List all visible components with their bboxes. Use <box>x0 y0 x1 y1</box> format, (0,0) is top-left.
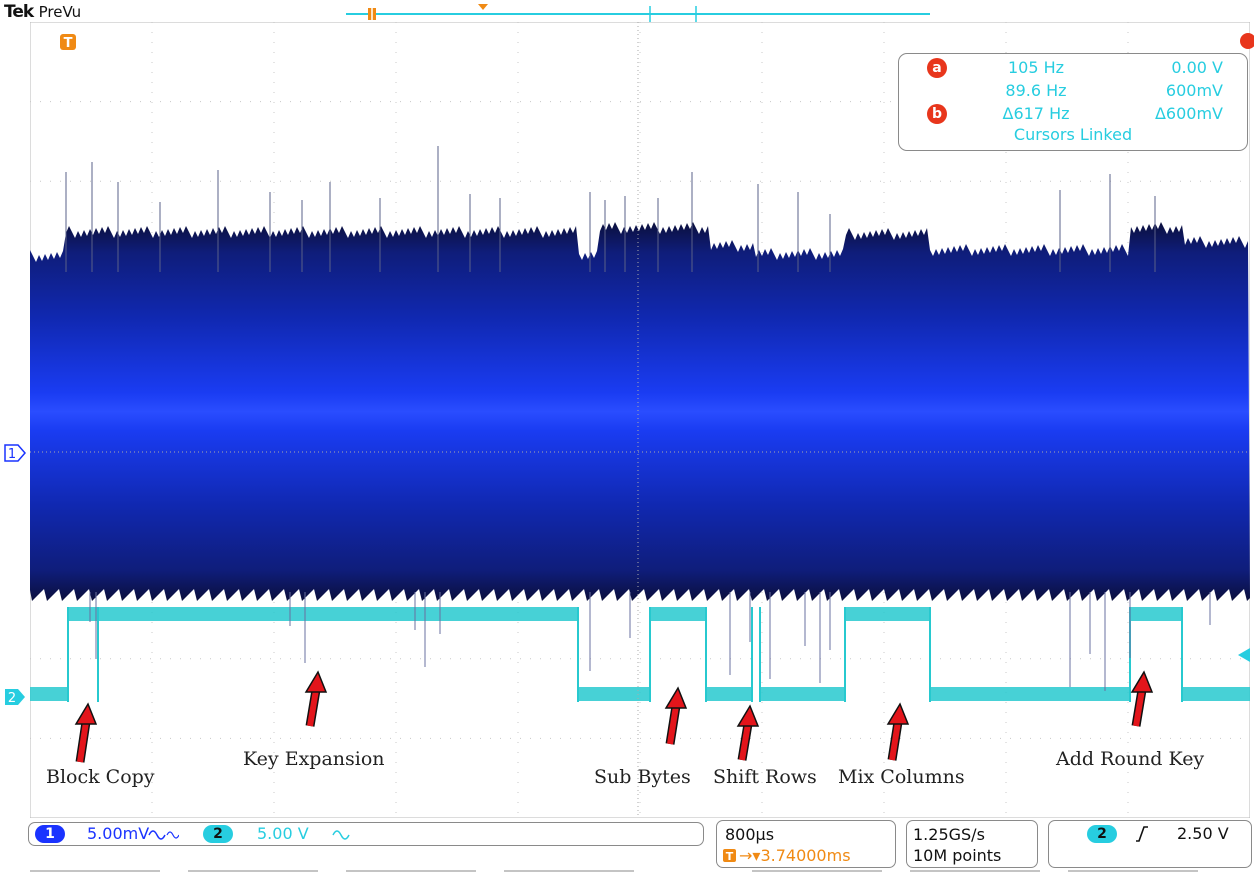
tab-divider <box>752 870 882 872</box>
ch2-marker-icon[interactable]: 2 <box>4 688 26 706</box>
cursors-linked-label: Cursors Linked <box>899 125 1247 144</box>
tab-divider <box>504 870 634 872</box>
ch1-marker-icon[interactable]: 1 <box>4 444 26 462</box>
record-view-bar[interactable] <box>340 0 940 22</box>
cursor-a-voltage: 0.00 V <box>1113 58 1223 77</box>
tab-divider <box>188 870 318 872</box>
rising-edge-icon <box>1135 825 1149 843</box>
tab-divider <box>910 870 1040 872</box>
channel-settings-box[interactable]: 1 5.00mV 2 5.00 V <box>28 822 704 846</box>
trigger-position-value: →▾3.74000ms <box>739 846 851 865</box>
cursor-a-badge[interactable]: a <box>927 58 947 78</box>
ch1-scale: 5.00mV <box>87 824 149 843</box>
tab-divider <box>1068 870 1198 872</box>
annotation-key-expansion: Key Expansion <box>243 748 385 770</box>
cursor-readout-panel[interactable]: a 105 Hz 0.00 V 89.6 Hz 600mV b Δ617 Hz … <box>898 53 1248 151</box>
annotation-shift-rows: Shift Rows <box>713 766 817 788</box>
cursor-b-badge[interactable]: b <box>927 104 947 124</box>
acquisition-box[interactable]: 1.25GS/s 10M points <box>906 820 1038 868</box>
top-bar: Tek PreVu <box>0 0 1258 22</box>
annotation-sub-bytes: Sub Bytes <box>594 766 691 788</box>
acquisition-mode: PreVu <box>39 3 82 21</box>
cursor-a-frequency: 105 Hz <box>971 58 1101 77</box>
trigger-position-icon: T <box>60 34 78 52</box>
trigger-level: 2.50 V <box>1177 824 1229 843</box>
cursor-b-voltage: 600mV <box>1113 81 1223 100</box>
cursor-delta-voltage: Δ600mV <box>1113 104 1223 123</box>
cursor-b-frequency: 89.6 Hz <box>971 81 1101 100</box>
annotation-mix-columns: Mix Columns <box>838 766 965 788</box>
cursor-delta-frequency: Δ617 Hz <box>971 104 1101 123</box>
trigger-box[interactable]: 2 2.50 V <box>1048 820 1252 868</box>
sample-rate: 1.25GS/s <box>913 825 985 844</box>
brand: Tek PreVu <box>4 2 81 22</box>
record-length: 10M points <box>913 846 1001 865</box>
annotation-add-round-key: Add Round Key <box>1056 748 1204 770</box>
timebase-box[interactable]: 800µs T →▾3.74000ms <box>716 820 896 868</box>
status-bar: 1 5.00mV 2 5.00 V 800µs T →▾3.74000ms 1.… <box>0 818 1258 874</box>
timebase-value: 800µs <box>725 825 774 844</box>
ch1-trace <box>30 222 1250 601</box>
svg-text:1: 1 <box>8 447 16 462</box>
svg-text:2: 2 <box>8 691 16 706</box>
trigger-level-icon <box>1236 648 1250 662</box>
svg-text:T: T <box>726 850 734 863</box>
vendor-logo: Tek <box>4 2 33 22</box>
ch1-bandwidth-icon <box>147 827 179 843</box>
trigger-source-badge[interactable]: 2 <box>1087 825 1117 843</box>
cursor-c-icon <box>1238 32 1254 50</box>
ch2-coupling-icon <box>331 827 351 843</box>
ch2-badge[interactable]: 2 <box>203 825 233 843</box>
tab-divider <box>346 870 476 872</box>
tab-divider <box>30 870 160 872</box>
ch2-scale: 5.00 V <box>257 824 309 843</box>
svg-text:T: T <box>64 36 73 51</box>
ch1-badge[interactable]: 1 <box>35 825 65 843</box>
trigger-position-small-icon: T <box>723 849 737 863</box>
annotation-block-copy: Block Copy <box>46 766 155 788</box>
